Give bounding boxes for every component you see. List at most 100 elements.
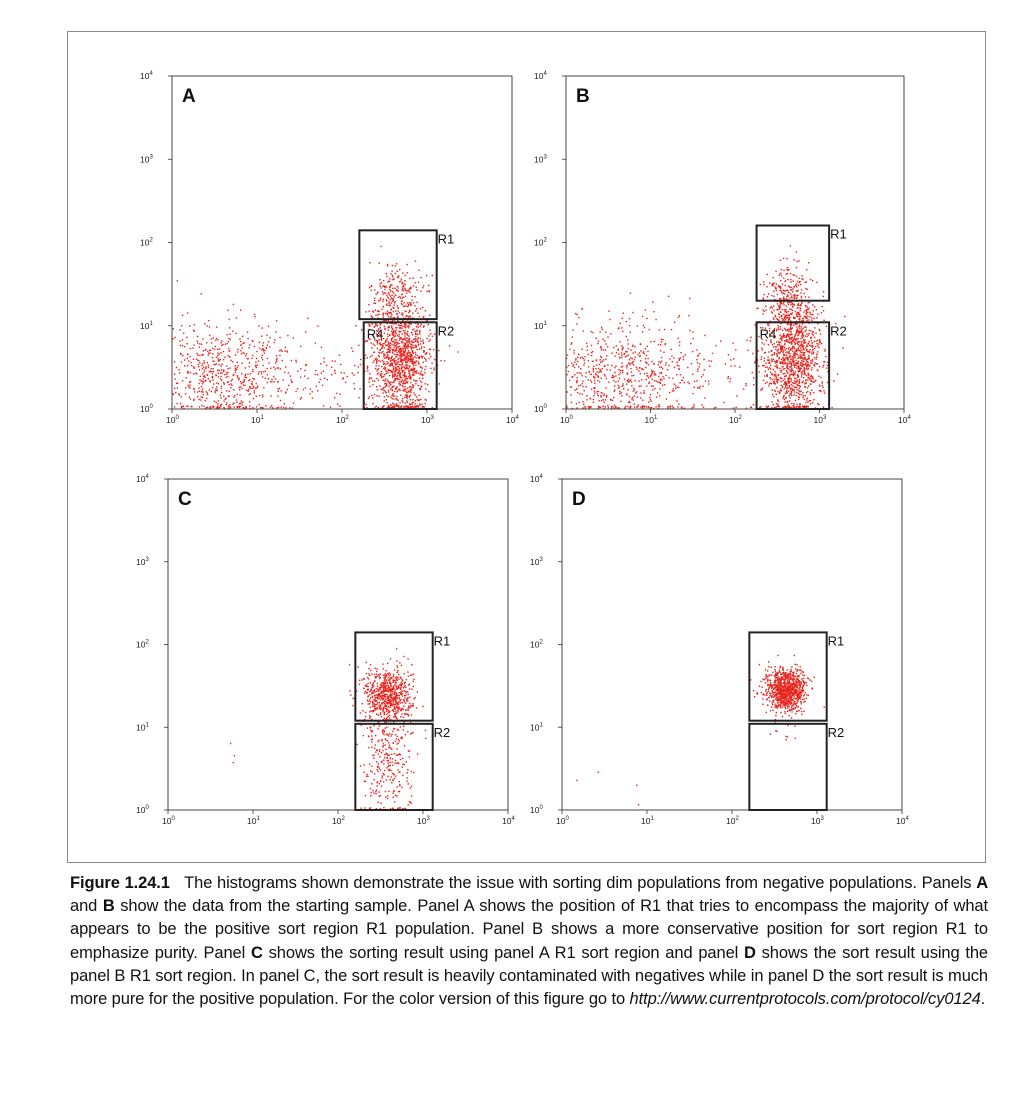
data-point	[643, 353, 646, 355]
data-point	[385, 680, 388, 682]
data-point	[395, 329, 397, 331]
data-point	[761, 342, 763, 344]
data-point	[305, 363, 307, 366]
data-point	[581, 307, 583, 310]
data-point	[809, 375, 812, 378]
data-point	[799, 319, 801, 321]
data-point	[399, 394, 402, 396]
data-point	[410, 377, 412, 379]
data-point	[181, 339, 184, 341]
data-point	[391, 320, 393, 322]
data-point	[788, 356, 791, 358]
data-point	[789, 326, 792, 329]
data-point	[692, 392, 694, 395]
data-point	[633, 403, 635, 405]
data-point	[396, 748, 398, 750]
data-point	[266, 357, 268, 360]
data-point	[385, 779, 388, 781]
data-point	[224, 343, 227, 345]
data-point	[369, 694, 371, 696]
data-point	[745, 384, 747, 387]
data-point	[386, 717, 388, 719]
data-point	[382, 694, 384, 697]
data-point	[383, 697, 385, 699]
data-point	[208, 319, 210, 322]
data-point	[412, 401, 414, 403]
data-point	[806, 363, 808, 366]
data-point	[775, 406, 778, 408]
data-point	[780, 371, 783, 373]
data-point	[314, 342, 317, 344]
data-point	[778, 342, 780, 344]
data-point	[383, 717, 385, 720]
data-point	[263, 350, 265, 352]
data-point	[236, 375, 239, 377]
data-point	[645, 366, 647, 369]
data-point	[398, 369, 401, 371]
data-point	[392, 366, 395, 368]
data-point	[789, 354, 791, 356]
data-point	[576, 381, 578, 384]
data-point	[397, 363, 399, 365]
data-point	[385, 341, 387, 343]
data-point	[790, 293, 792, 295]
data-point	[646, 345, 648, 348]
data-point	[768, 359, 770, 362]
data-point	[404, 396, 406, 398]
data-point	[406, 391, 408, 394]
data-point	[401, 347, 403, 350]
data-point	[382, 707, 385, 709]
data-point	[366, 366, 369, 368]
data-point	[271, 381, 273, 383]
data-point	[412, 379, 415, 381]
data-point	[809, 400, 812, 402]
data-point	[369, 703, 371, 705]
data-point	[405, 388, 407, 390]
data-point	[792, 306, 794, 308]
data-point	[391, 758, 394, 760]
data-point	[375, 330, 378, 332]
data-point	[778, 306, 781, 308]
data-point	[804, 356, 806, 359]
data-point	[394, 322, 396, 325]
data-point	[262, 348, 264, 351]
data-point	[391, 356, 393, 358]
data-point	[798, 341, 801, 343]
data-point	[368, 396, 371, 398]
data-point	[754, 362, 756, 364]
data-point	[618, 327, 620, 329]
data-point	[582, 330, 584, 332]
data-point	[808, 262, 810, 264]
data-point	[393, 361, 395, 364]
data-point	[799, 324, 801, 326]
data-point	[800, 304, 802, 306]
data-point	[823, 392, 826, 394]
data-point	[382, 285, 384, 287]
data-point	[417, 341, 419, 343]
data-point	[796, 312, 798, 314]
data-point	[387, 362, 390, 364]
data-point	[626, 394, 628, 396]
data-point	[388, 315, 390, 318]
data-point	[389, 286, 391, 288]
data-point	[408, 372, 411, 374]
data-point	[662, 339, 664, 341]
data-point	[779, 316, 781, 318]
data-point	[399, 683, 402, 686]
data-point	[775, 289, 778, 292]
data-point	[782, 363, 784, 365]
data-point	[392, 287, 394, 289]
data-point	[641, 407, 644, 409]
data-point	[378, 351, 380, 354]
data-point	[233, 402, 235, 404]
data-point	[821, 381, 823, 383]
data-point	[213, 383, 215, 385]
data-point	[396, 341, 398, 343]
data-point	[798, 398, 800, 400]
data-point	[217, 407, 219, 409]
data-point	[277, 367, 279, 369]
data-point	[215, 374, 217, 377]
data-point	[791, 367, 793, 369]
data-point	[806, 306, 809, 308]
data-point	[805, 362, 807, 364]
